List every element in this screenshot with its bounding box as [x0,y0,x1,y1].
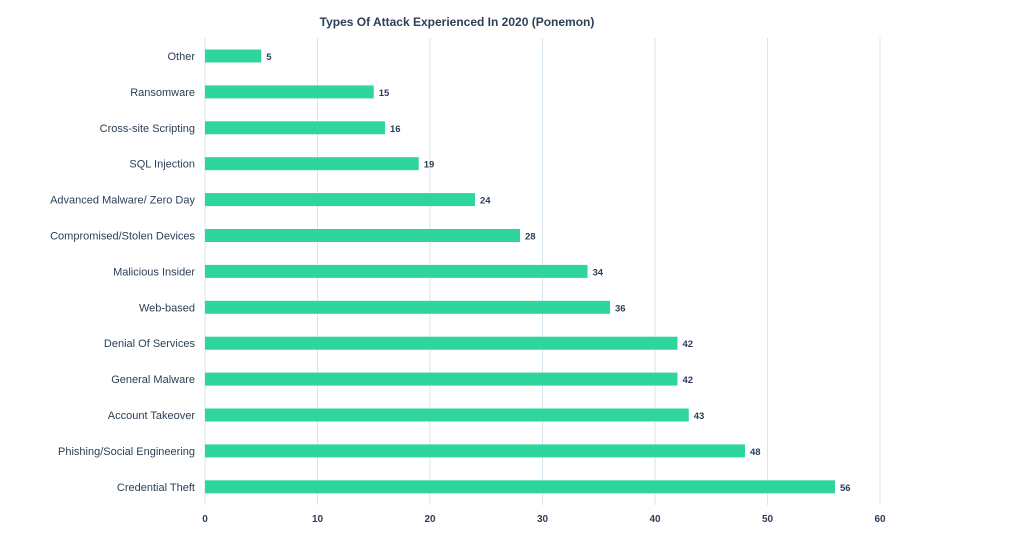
data-label: 48 [750,447,761,458]
bar [205,49,262,63]
bar [205,444,745,458]
category-label: Other [167,51,195,63]
bar [205,300,610,314]
bar [205,264,588,278]
data-label: 24 [480,196,491,207]
category-label: Account Takeover [108,410,196,422]
data-label: 42 [683,339,694,350]
bar [205,408,689,422]
data-label: 34 [593,267,604,278]
x-tick-label: 0 [202,514,208,525]
category-label: Ransomware [130,87,195,99]
category-label: Compromised/Stolen Devices [50,231,195,243]
data-label: 43 [694,411,705,422]
data-label: 28 [525,232,536,243]
bar [205,121,385,135]
data-label: 19 [424,160,435,171]
category-label: Credential Theft [117,482,195,494]
data-label: 36 [615,303,626,314]
bar [205,336,678,350]
x-tick-label: 10 [312,514,324,525]
bar [205,229,520,242]
x-tick-label: 30 [537,514,549,525]
category-label: SQL Injection [129,159,195,171]
category-label: Denial Of Services [104,338,196,350]
category-label: Web-based [139,302,195,314]
category-label: Cross-site Scripting [100,123,195,135]
x-tick-label: 50 [762,514,774,525]
data-label: 15 [379,88,390,99]
bar [205,480,835,494]
bar [205,372,678,386]
category-label: Malicious Insider [113,266,195,278]
data-label: 16 [390,124,401,135]
x-tick-label: 20 [424,514,436,525]
x-tick-label: 60 [874,514,886,525]
category-label: General Malware [111,374,195,386]
bar [205,193,475,207]
x-tick-label: 40 [649,514,661,525]
data-label: 5 [266,52,272,63]
data-label: 42 [683,375,694,386]
bar [205,157,419,171]
bar [205,85,374,99]
data-label: 56 [840,483,851,494]
category-label: Phishing/Social Engineering [58,446,195,458]
category-label: Advanced Malware/ Zero Day [50,195,195,207]
chart-title: Types Of Attack Experienced In 2020 (Pon… [320,15,595,29]
